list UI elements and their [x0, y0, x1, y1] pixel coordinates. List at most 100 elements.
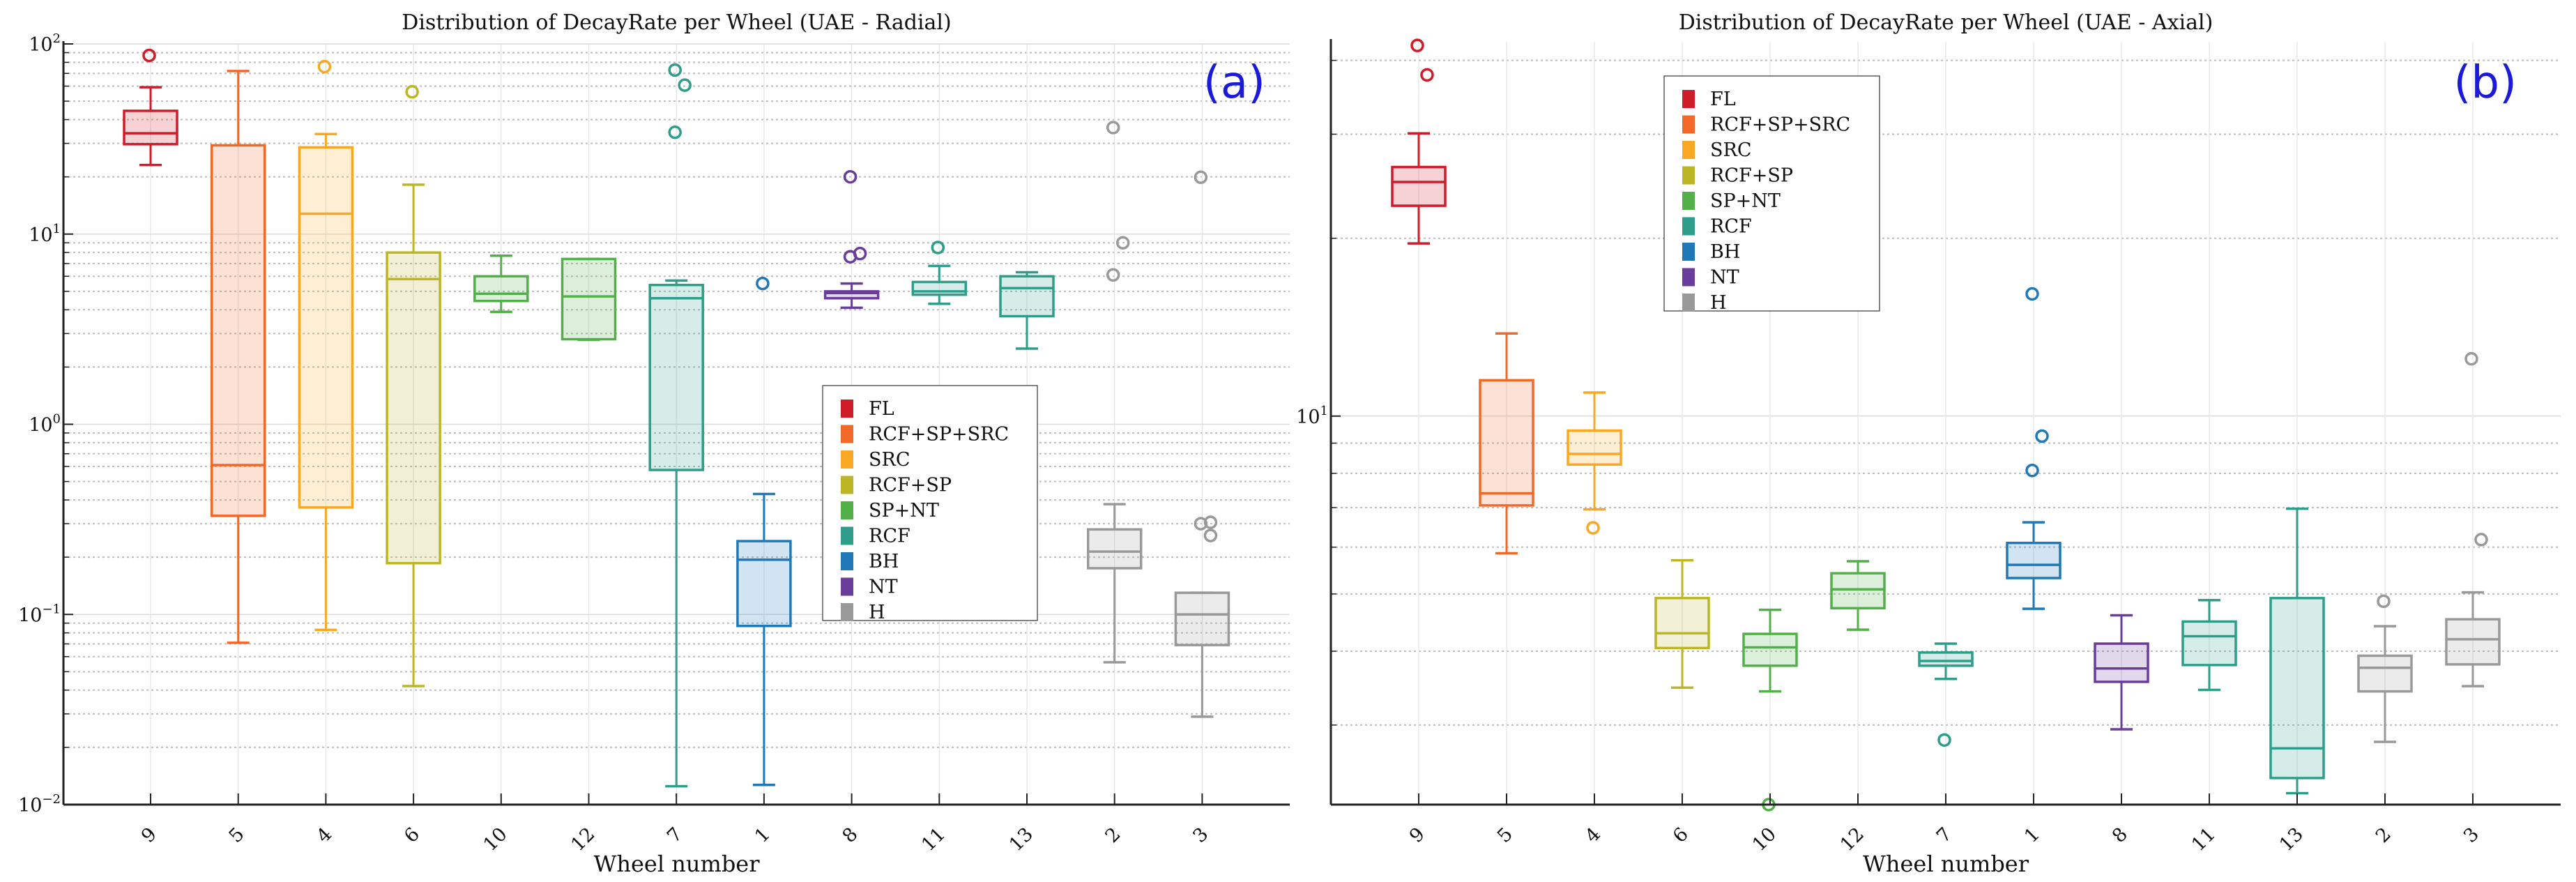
legend-swatch: [841, 501, 853, 519]
iqr-box: [2181, 620, 2237, 667]
x-tick-label: 4: [312, 823, 336, 847]
legend-label: NT: [869, 577, 898, 598]
legend-swatch: [1682, 115, 1695, 134]
y-tick-label: 101: [29, 222, 61, 246]
box-wheel-4: [1567, 391, 1622, 535]
legend-swatch: [841, 552, 853, 570]
y-tick-base: 10: [18, 605, 42, 626]
x-tick-label: 7: [663, 823, 687, 847]
box-wheel-3: [2445, 351, 2501, 687]
iqr-box: [999, 275, 1055, 318]
legend-label: SRC: [869, 449, 910, 471]
x-tick-label: 5: [225, 823, 249, 847]
y-tick-exponent: 2: [53, 31, 61, 46]
legend-swatch: [841, 425, 853, 443]
iqr-box: [298, 146, 354, 509]
box-wheel-9: [123, 48, 178, 167]
box-wheel-3: [1174, 170, 1230, 718]
y-tick-label: 100: [29, 412, 61, 436]
box-wheel-10: [1742, 608, 1798, 812]
y-tick-exponent: 1: [53, 222, 61, 236]
x-tick-label: 13: [2276, 823, 2308, 856]
box-wheel-12: [561, 257, 617, 342]
box-wheel-7: [648, 63, 704, 788]
legend-swatch: [1682, 166, 1695, 185]
iqr-box: [386, 251, 441, 565]
legend-swatch: [841, 577, 853, 596]
legend-swatch: [1682, 217, 1695, 236]
iqr-box: [1479, 379, 1534, 507]
legend: FL RCF+SP+SRC SRC RCF+SP SP+NT RCF BH NT H: [822, 385, 1038, 623]
x-axis-label: Wheel number: [1863, 851, 2029, 877]
iqr-box: [210, 144, 266, 517]
iqr-box: [1742, 632, 1798, 667]
x-tick-label: 6: [1669, 823, 1693, 847]
box-wheel-8: [2094, 614, 2149, 731]
x-tick-label: 1: [2020, 823, 2044, 847]
iqr-box: [911, 280, 968, 296]
legend-swatch: [1682, 268, 1695, 287]
x-tick-label: 7: [1933, 823, 1956, 847]
outlier-point: [668, 125, 682, 139]
x-tick-label: 1: [751, 823, 775, 847]
box-wheel-2: [1086, 121, 1143, 664]
panel-label: (b): [2453, 57, 2517, 109]
legend-label: RCF: [1710, 216, 1752, 238]
box-wheel-7: [1918, 642, 1974, 747]
box-wheel-2: [2357, 594, 2413, 743]
outlier-point: [843, 250, 858, 264]
x-tick-label: 13: [1005, 823, 1037, 856]
iqr-box: [648, 283, 704, 471]
box-wheel-1: [736, 276, 792, 786]
outlier-point: [1106, 121, 1120, 135]
box-wheel-11: [911, 241, 968, 305]
x-tick-label: 9: [1405, 823, 1429, 847]
legend-swatch: [1682, 192, 1695, 210]
x-axis-label: Wheel number: [593, 851, 760, 877]
outlier-point: [1937, 733, 1951, 747]
box-wheel-13: [2269, 507, 2325, 795]
box-wheel-6: [386, 84, 441, 687]
legend-frame: [1663, 75, 1880, 312]
y-tick-label: 10−1: [18, 602, 61, 626]
box-wheel-1: [2006, 287, 2061, 610]
outlier-point: [668, 63, 682, 77]
x-tick-label: 6: [400, 823, 424, 847]
iqr-box: [473, 275, 529, 303]
outlier-point: [2464, 351, 2478, 366]
y-tick-exponent: −2: [42, 792, 61, 807]
legend-label: FL: [1710, 89, 1736, 110]
box-wheel-11: [2181, 599, 2237, 692]
legend-label: BH: [869, 551, 899, 572]
legend-label: NT: [1710, 267, 1739, 289]
x-tick-label: 2: [2372, 823, 2395, 847]
y-tick-base: 10: [29, 225, 52, 246]
x-tick-label: 11: [2188, 823, 2220, 856]
iqr-box: [823, 290, 880, 300]
legend-label: RCF+SP: [869, 475, 952, 496]
box-wheel-4: [298, 59, 354, 632]
outlier-point: [1106, 268, 1120, 282]
outlier-point: [2025, 287, 2039, 301]
legend-label: RCF+SP+SRC: [1710, 114, 1850, 136]
y-tick-base: 10: [1296, 406, 1320, 428]
box-wheel-5: [1479, 332, 1534, 555]
x-tick-label: 2: [1102, 823, 1125, 847]
box-wheel-12: [1830, 560, 1886, 631]
y-tick-exponent: 0: [53, 412, 61, 427]
iqr-box: [2269, 597, 2325, 780]
legend-swatch: [1682, 90, 1695, 108]
y-tick-base: 10: [18, 795, 42, 816]
iqr-box: [2094, 642, 2149, 683]
box-wheel-8: [823, 169, 880, 310]
outlier-point: [1194, 517, 1208, 531]
x-tick-label: 3: [2460, 823, 2483, 847]
y-tick-exponent: −1: [42, 602, 61, 616]
y-tick-base: 10: [29, 415, 52, 436]
chart-title: Distribution of DecayRate per Wheel (UAE…: [1679, 10, 2213, 35]
y-tick-label: 10−2: [18, 792, 61, 816]
iqr-box: [1391, 165, 1447, 207]
outlier-point: [142, 48, 156, 63]
